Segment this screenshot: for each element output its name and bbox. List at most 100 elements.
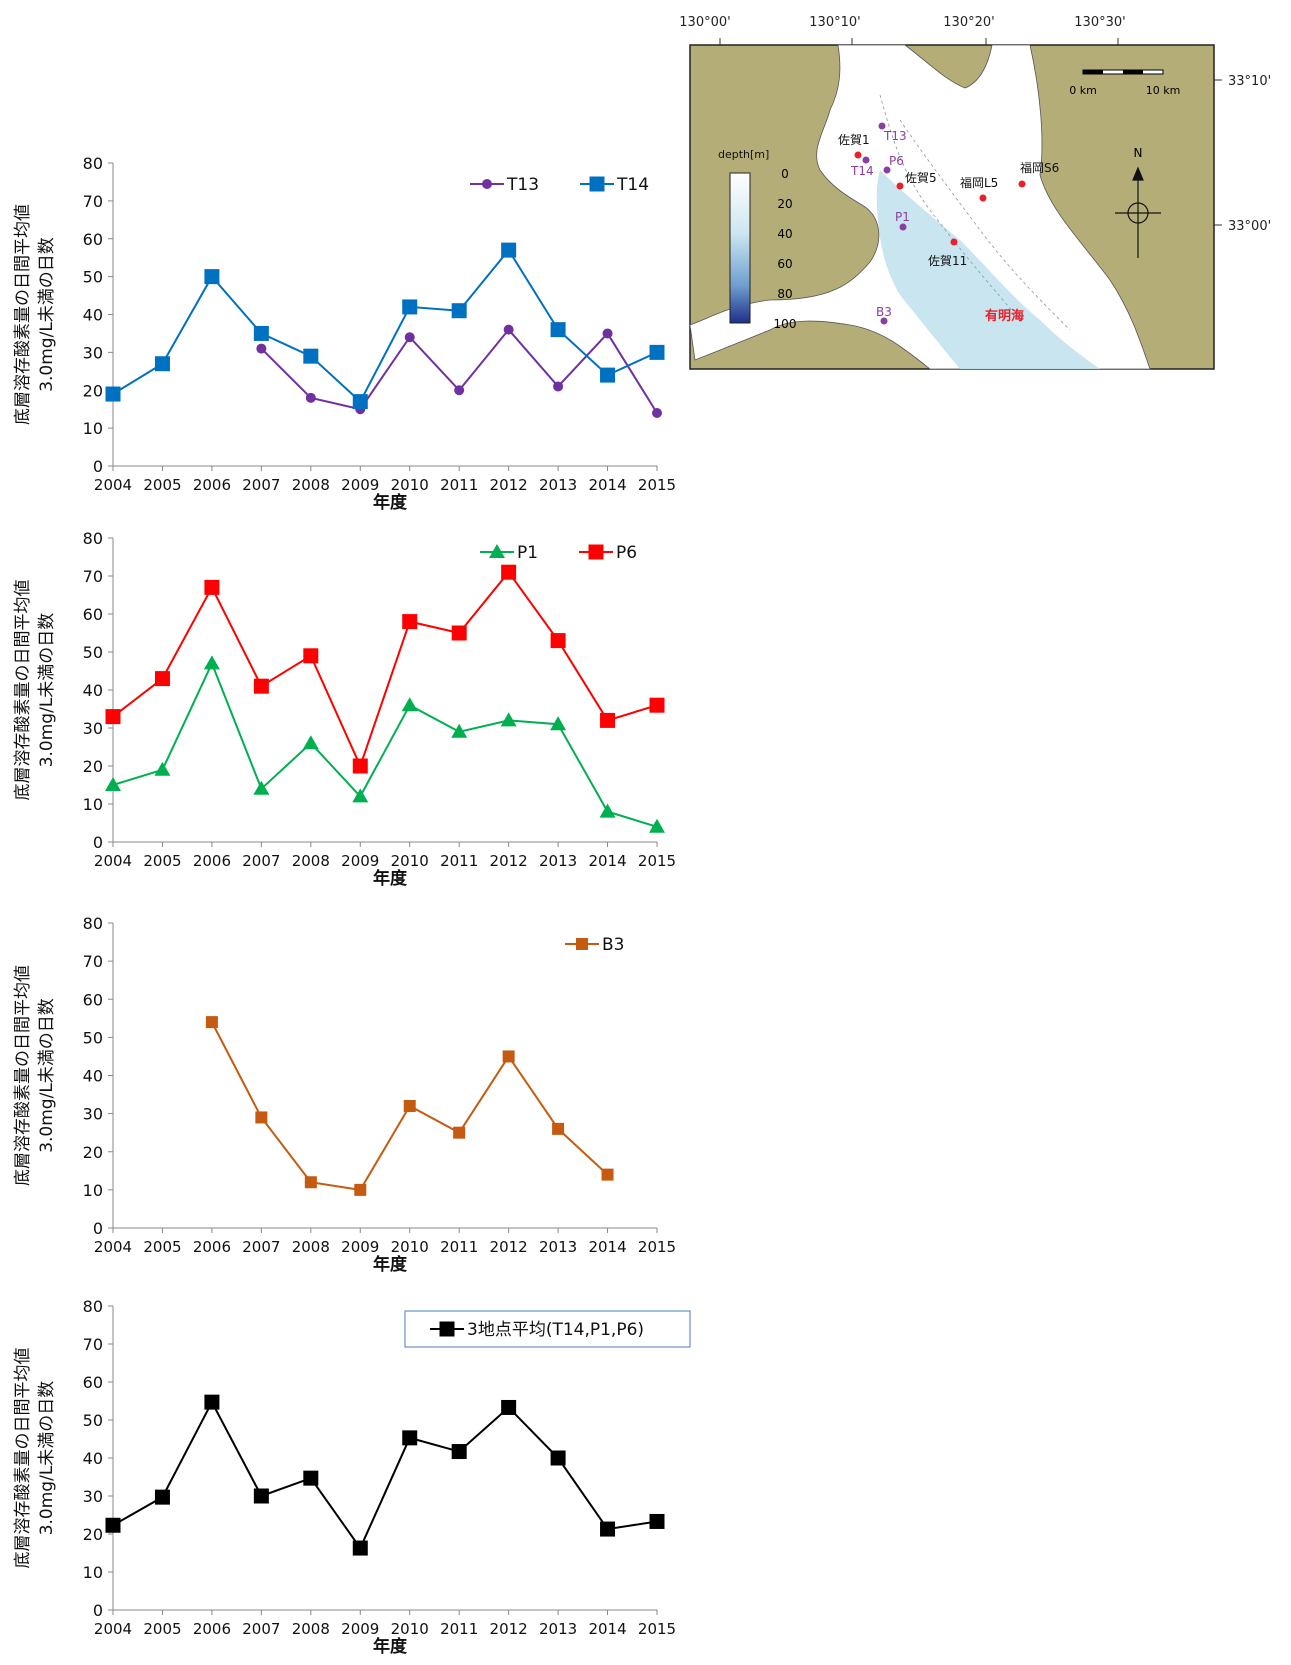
series-line xyxy=(112,570,658,769)
station-label: T14 xyxy=(850,164,874,178)
data-point xyxy=(204,579,220,595)
data-point xyxy=(402,299,418,315)
x-tick-label: 2008 xyxy=(292,1620,330,1638)
data-point xyxy=(649,344,665,360)
legend-item: T13 xyxy=(470,175,539,195)
x-tick-label: 2011 xyxy=(440,852,478,870)
data-point xyxy=(550,633,566,649)
x-tick-label: 2013 xyxy=(539,1620,577,1638)
y-tick-label: 0 xyxy=(93,1601,103,1620)
data-point xyxy=(204,1394,220,1410)
line-chart-2: 0 10 20 30 40 50 60 70 80 2004 2005 2006 2007 2008 200… xyxy=(13,529,676,889)
y-tick-label: 20 xyxy=(83,1143,103,1162)
lat-label: 33°00' xyxy=(1228,219,1271,234)
y-tick-label: 10 xyxy=(83,1181,103,1200)
x-tick-label: 2007 xyxy=(242,476,280,494)
x-tick-label: 2008 xyxy=(292,852,330,870)
data-point xyxy=(401,697,418,712)
x-tick-label: 2008 xyxy=(292,1238,330,1256)
x-tick-label: 2009 xyxy=(341,1238,379,1256)
depth-tick: 80 xyxy=(777,287,792,301)
y-tick-label: 60 xyxy=(83,230,103,249)
series-line xyxy=(112,1399,658,1551)
data-point xyxy=(253,780,270,795)
x-axis-label: 年度 xyxy=(373,492,408,513)
data-point xyxy=(255,1111,268,1124)
legend-marker xyxy=(489,544,505,558)
y-tick-label: 10 xyxy=(83,419,103,438)
station-saga11-marker xyxy=(950,238,958,246)
y-axis-label: 底層溶存酸素量の日間平均値 xyxy=(13,965,33,1186)
legend-label: B3 xyxy=(602,935,624,955)
x-tick-label: 2015 xyxy=(638,476,676,494)
data-point xyxy=(105,777,121,791)
lat-label: 33°10' xyxy=(1228,74,1271,89)
x-tick-label: 2011 xyxy=(440,476,478,494)
data-point xyxy=(503,324,514,335)
station-saga5-marker xyxy=(896,182,904,190)
data-point xyxy=(502,1050,515,1063)
legend-label: 3地点平均(T14,P1,P6) xyxy=(467,1320,644,1340)
data-point xyxy=(501,1399,517,1415)
data-point xyxy=(256,343,267,354)
y-tick-label: 80 xyxy=(83,1297,103,1316)
legend-label: P1 xyxy=(517,543,538,563)
station-label: 佐賀1 xyxy=(838,133,870,147)
scale-end-label: 10 km xyxy=(1146,84,1181,97)
y-tick-label: 60 xyxy=(83,605,103,624)
station-fukuoka-l5-marker xyxy=(979,194,987,202)
y-axis-label: 3.0mg/L未満の日数 xyxy=(37,237,57,392)
station-t13-marker xyxy=(878,122,886,130)
data-point xyxy=(352,788,369,803)
y-axis-label: 底層溶存酸素量の日間平均値 xyxy=(13,204,33,425)
depth-tick: 60 xyxy=(777,257,792,271)
x-tick-label: 2005 xyxy=(143,852,181,870)
data-point xyxy=(454,385,465,396)
y-tick-label: 0 xyxy=(93,457,103,476)
depth-legend-title: depth[m] xyxy=(718,148,769,161)
y-axis-label: 底層溶存酸素量の日間平均値 xyxy=(13,1348,33,1569)
y-tick-label: 60 xyxy=(83,990,103,1009)
data-point xyxy=(652,407,662,418)
x-tick-label: 2015 xyxy=(638,852,676,870)
station-t14-marker xyxy=(862,156,870,164)
legend-label: T13 xyxy=(506,175,539,195)
x-tick-label: 2004 xyxy=(94,1620,132,1638)
x-tick-label: 2009 xyxy=(341,1620,379,1638)
lon-label: 130°00' xyxy=(679,15,730,30)
lon-label: 130°30' xyxy=(1074,15,1125,30)
x-tick-label: 2014 xyxy=(588,852,626,870)
data-point xyxy=(550,322,566,338)
legend-marker xyxy=(482,179,492,189)
series-line xyxy=(112,660,658,828)
data-point xyxy=(303,1470,319,1486)
x-tick-label: 2014 xyxy=(588,476,626,494)
data-point xyxy=(451,1444,467,1460)
legend-label: T14 xyxy=(616,175,649,195)
x-tick-label: 2005 xyxy=(143,1238,181,1256)
station-label: 福岡S6 xyxy=(1020,160,1059,175)
data-point xyxy=(453,1126,466,1139)
data-point xyxy=(451,303,467,319)
x-tick-label: 2013 xyxy=(539,476,577,494)
series-3地点平均(T14,P1,P6) xyxy=(105,1394,665,1556)
x-tick-label: 2006 xyxy=(193,852,231,870)
y-tick-label: 0 xyxy=(93,1219,103,1238)
data-point xyxy=(602,328,613,339)
series-T14 xyxy=(105,242,665,410)
legend-label: P6 xyxy=(616,543,637,563)
x-tick-label: 2004 xyxy=(94,476,132,494)
y-tick-label: 30 xyxy=(83,719,103,738)
data-point xyxy=(304,1176,317,1189)
x-tick-label: 2009 xyxy=(341,476,379,494)
x-tick-label: 2010 xyxy=(391,1238,429,1256)
x-tick-label: 2007 xyxy=(242,1620,280,1638)
data-point xyxy=(303,648,319,664)
station-label: P6 xyxy=(889,154,904,168)
y-tick-label: 70 xyxy=(83,1335,103,1354)
data-point xyxy=(352,394,368,410)
data-point xyxy=(451,625,467,641)
data-point xyxy=(253,325,269,341)
data-point xyxy=(501,564,517,580)
